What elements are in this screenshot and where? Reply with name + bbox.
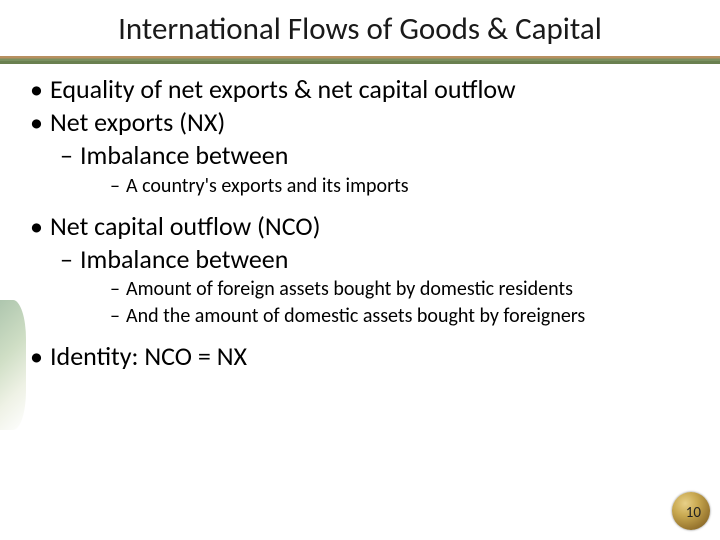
slide: International Flows of Goods & Capital E… (0, 0, 720, 540)
bullet-level1: Equality of net exports & net capital ou… (28, 74, 692, 105)
bullet-level2: Imbalance between (28, 140, 692, 171)
bullet-level1: Identity: NCO = NX (28, 341, 692, 372)
slide-title: International Flows of Goods & Capital (0, 0, 720, 48)
bullet-level3: And the amount of domestic assets bought… (28, 304, 692, 329)
title-underline-decoration (0, 56, 720, 64)
bullet-level3: A country's exports and its imports (28, 174, 692, 199)
page-number: 10 (686, 504, 701, 522)
bullet-level1: Net capital outflow (NCO) (28, 211, 692, 242)
side-decoration (0, 300, 26, 430)
bullet-level1: Net exports (NX) (28, 107, 692, 138)
bullet-level3: Amount of foreign assets bought by domes… (28, 277, 692, 302)
slide-body: Equality of net exports & net capital ou… (28, 74, 692, 374)
bullet-level2: Imbalance between (28, 244, 692, 275)
